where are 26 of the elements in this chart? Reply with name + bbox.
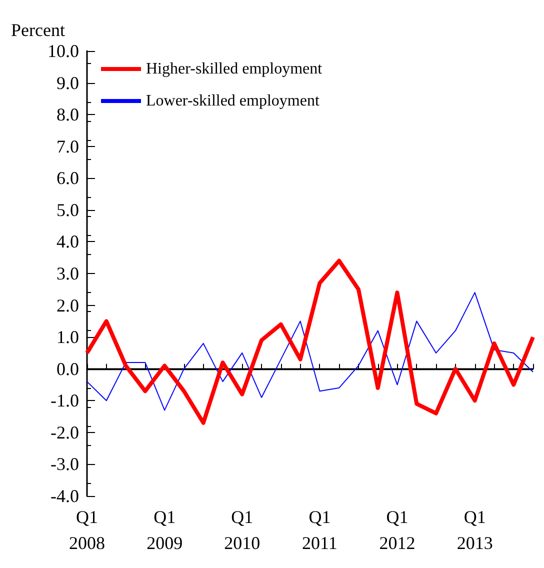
y-tick-label: 9.0 <box>56 72 79 93</box>
x-tick-label: Q1 2009 <box>146 507 183 553</box>
y-tick-label: -1.0 <box>50 390 79 411</box>
line-series <box>86 292 534 411</box>
x-tick-label: Q1 2010 <box>224 507 260 553</box>
legend-label: Higher-skilled employment <box>146 60 323 78</box>
x-tick-label: Q1 2013 <box>456 507 493 553</box>
y-tick-label: -3.0 <box>50 454 79 474</box>
y-tick-label: 0.0 <box>56 358 79 379</box>
y-tick-label: 5.0 <box>56 200 79 220</box>
line-series <box>85 258 535 425</box>
y-tick-label: 2.0 <box>56 295 79 316</box>
y-tick-label: 8.0 <box>56 104 79 125</box>
x-tick-label: Q1 2008 <box>69 507 105 553</box>
x-tick-label: Q1 2012 <box>379 507 416 553</box>
legend-label: Lower-skilled employment <box>146 92 320 110</box>
x-tick-label: Q1 2011 <box>302 507 338 553</box>
y-tick-label: -2.0 <box>50 422 79 442</box>
y-tick-label: 6.0 <box>56 168 79 188</box>
y-tick-label: 10.0 <box>48 41 79 61</box>
y-axis-title: Percent <box>11 20 65 40</box>
y-tick-label: -4.0 <box>50 486 79 506</box>
y-tick-label: 3.0 <box>56 264 79 284</box>
y-tick-label: 4.0 <box>56 232 79 252</box>
y-tick-label: 1.0 <box>56 327 79 348</box>
y-tick-label: 7.0 <box>56 136 79 156</box>
